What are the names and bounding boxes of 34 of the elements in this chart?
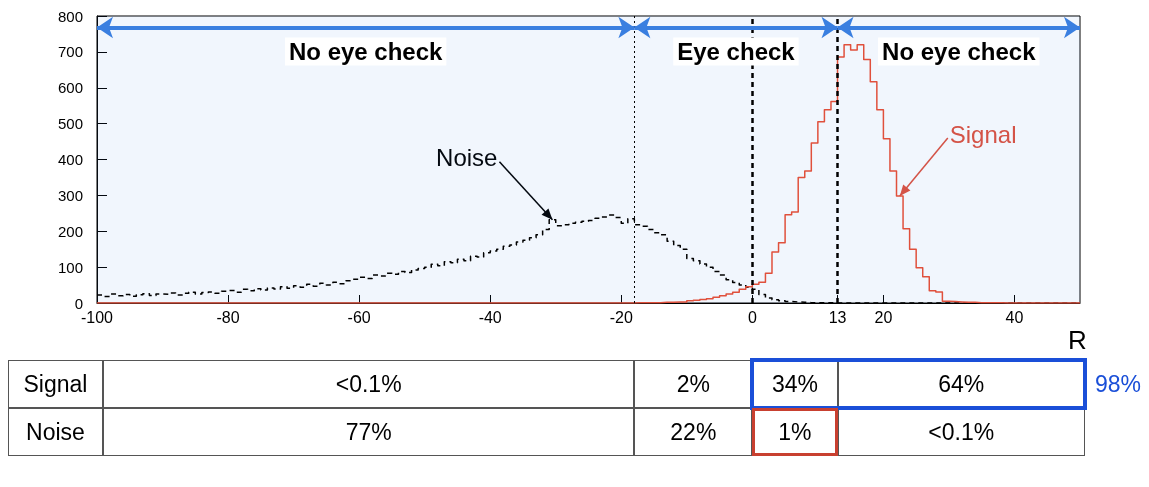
text: 64% bbox=[837, 360, 1085, 408]
x-tick-label: -60 bbox=[347, 308, 371, 326]
text: <0.1% bbox=[837, 408, 1085, 456]
y-tick-label: 200 bbox=[57, 222, 83, 240]
text: 34% bbox=[752, 360, 838, 408]
text: 77% bbox=[103, 408, 635, 456]
y-tick-label: 400 bbox=[57, 151, 83, 168]
x-tick-label: -20 bbox=[609, 308, 633, 326]
x-tick-label: 0 bbox=[747, 308, 757, 326]
x-tick-label: 20 bbox=[874, 308, 893, 326]
x-tick-label: -100 bbox=[80, 308, 114, 326]
text: 22% bbox=[634, 408, 753, 456]
y-tick-label: 300 bbox=[57, 186, 83, 204]
band-label: No eye check bbox=[882, 37, 1037, 65]
text: Noise bbox=[8, 408, 103, 456]
x-tick-label: -40 bbox=[478, 308, 502, 326]
x-tick-label: -80 bbox=[216, 308, 240, 326]
x-tick-label: 40 bbox=[1005, 308, 1024, 326]
x-axis-title: R bbox=[1068, 325, 1087, 355]
y-tick-label: 100 bbox=[57, 258, 83, 276]
text: 98% bbox=[1095, 369, 1142, 399]
y-tick-label: 0 bbox=[74, 294, 83, 312]
annotation: Noise bbox=[436, 144, 498, 172]
band-label: No eye check bbox=[288, 37, 444, 65]
annotation: Signal bbox=[949, 120, 1017, 148]
text: <0.1% bbox=[103, 360, 635, 408]
y-tick-label: 600 bbox=[57, 79, 83, 97]
y-tick-label: 500 bbox=[57, 115, 83, 133]
y-tick-label: 700 bbox=[57, 43, 83, 61]
x-tick-label: 13 bbox=[828, 308, 847, 326]
text: 2% bbox=[634, 360, 753, 408]
y-tick-label: 800 bbox=[57, 7, 83, 25]
text: Signal bbox=[8, 360, 103, 408]
band-label: Eye check bbox=[677, 37, 796, 65]
